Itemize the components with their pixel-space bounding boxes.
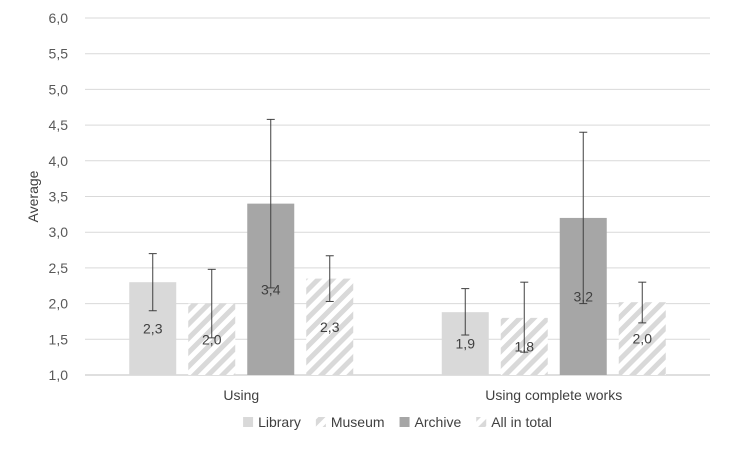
y-tick-label: 2,5 <box>49 260 69 276</box>
y-tick-label: 3,5 <box>49 189 69 205</box>
legend-label: Archive <box>415 414 462 430</box>
y-tick-label: 6,0 <box>49 10 69 26</box>
y-tick-label: 4,5 <box>49 117 69 133</box>
y-tick-label: 1,5 <box>49 331 69 347</box>
legend-swatch <box>399 417 410 427</box>
legend-label: All in total <box>491 414 552 430</box>
y-tick-label: 3,0 <box>49 224 69 240</box>
category-labels: Using Using complete works <box>223 387 622 403</box>
legend-swatch <box>243 417 254 427</box>
category-label: Using <box>223 387 259 403</box>
legend-label: Library <box>258 414 301 430</box>
data-label: 2,3 <box>320 319 340 335</box>
data-label: 2,0 <box>202 331 222 347</box>
y-tick-label: 5,0 <box>49 81 69 97</box>
data-label: 1,9 <box>456 336 476 352</box>
data-label: 3,2 <box>574 288 594 304</box>
y-tick-label: 4,0 <box>49 153 69 169</box>
error-bars <box>148 118 647 353</box>
legend-label: Museum <box>331 414 385 430</box>
legend-swatch <box>315 417 326 427</box>
category-label: Using complete works <box>485 387 622 403</box>
data-label: 2,0 <box>633 331 653 347</box>
legend: Library Museum Archive All in total <box>243 414 552 430</box>
gridlines <box>85 17 710 376</box>
y-axis-ticks: 1,0 1,5 2,0 2,5 3,0 3,5 4,0 4,5 5,0 5,5 6,0 <box>49 10 69 383</box>
data-labels: 2,3 2,0 3,4 2,3 1,9 1,8 3,2 2,0 <box>143 281 652 354</box>
y-tick-label: 5,5 <box>49 46 69 62</box>
y-tick-label: 1,0 <box>49 367 69 383</box>
y-axis-label: Average <box>25 170 41 222</box>
data-label: 1,8 <box>515 338 535 354</box>
y-tick-label: 2,0 <box>49 296 69 312</box>
data-label: 3,4 <box>261 281 281 297</box>
data-label: 2,3 <box>143 321 163 337</box>
legend-swatch <box>476 417 487 427</box>
